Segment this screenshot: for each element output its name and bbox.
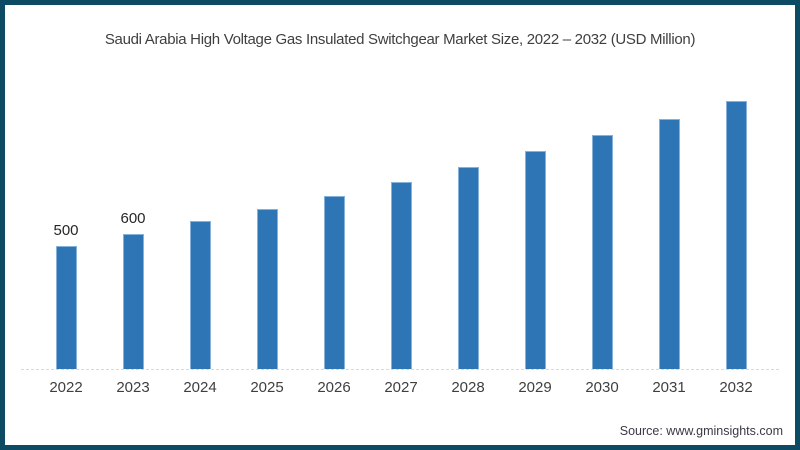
bar-2028 <box>457 167 479 369</box>
x-tick-2022: 2022 <box>49 379 83 396</box>
bar-value-label-2023: 600 <box>120 210 146 227</box>
x-tick-2026: 2026 <box>317 379 351 396</box>
x-tick-2023: 2023 <box>116 379 150 396</box>
bar-2024 <box>189 221 211 369</box>
x-tick-2031: 2031 <box>652 379 686 396</box>
bar-2026 <box>323 196 345 369</box>
x-tick-2032: 2032 <box>719 379 753 396</box>
bar-2030 <box>591 135 613 369</box>
bar-2031 <box>658 119 680 369</box>
x-tick-2025: 2025 <box>250 379 284 396</box>
bar-plot: 500 2022 600 2023 2024 2025 2026 2027 2028 2029 20… <box>5 5 795 445</box>
source-text: Source: www.gminsights.com <box>619 424 783 438</box>
x-tick-2029: 2029 <box>518 379 552 396</box>
bar-2023 <box>122 234 144 369</box>
chart-title: Saudi Arabia High Voltage Gas Insulated … <box>104 31 696 48</box>
bar-2027 <box>390 182 412 369</box>
bar-value-label-2022: 500 <box>53 222 79 239</box>
x-tick-2030: 2030 <box>585 379 619 396</box>
bar-2032 <box>725 101 747 369</box>
bar-2029 <box>524 151 546 369</box>
x-tick-2024: 2024 <box>183 379 217 396</box>
x-tick-2028: 2028 <box>451 379 485 396</box>
x-tick-2027: 2027 <box>384 379 418 396</box>
bar-2025 <box>256 209 278 369</box>
x-axis-line <box>21 369 779 370</box>
bar-2022 <box>55 246 77 369</box>
